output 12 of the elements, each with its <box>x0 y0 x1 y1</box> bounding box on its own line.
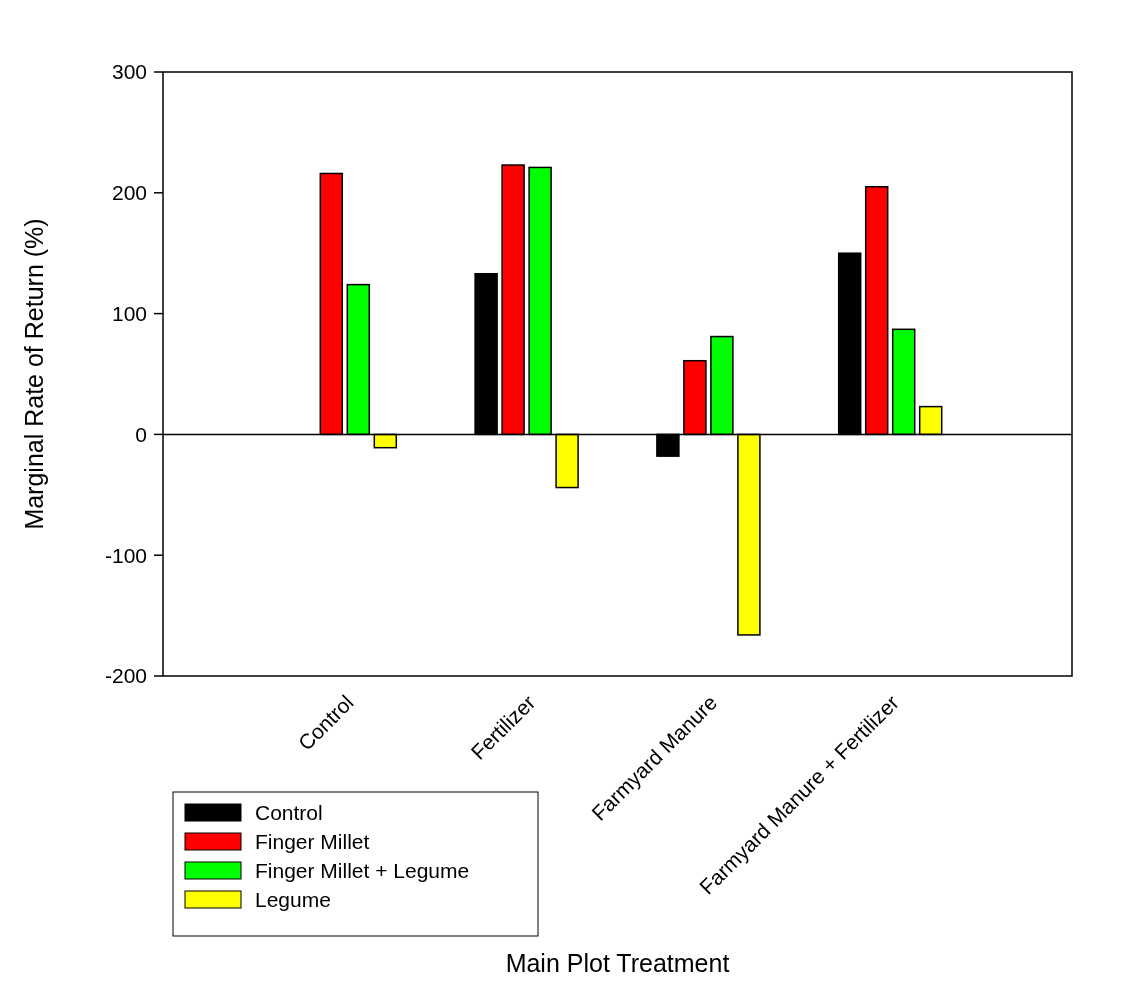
y-tick-label: 200 <box>111 181 147 205</box>
legend-label: Control <box>255 801 323 824</box>
y-tick-label: -200 <box>104 664 147 688</box>
y-tick-label: 100 <box>111 301 147 325</box>
x-axis-title: Main Plot Treatment <box>505 949 730 977</box>
y-tick-label: 300 <box>111 60 147 84</box>
legend-label: Finger Millet + Legume <box>255 859 470 882</box>
y-tick-label: -100 <box>104 543 147 567</box>
y-axis-title: Marginal Rate of Return (%) <box>20 218 48 530</box>
y-tick-label: 0 <box>135 422 147 446</box>
legend-label: Legume <box>255 888 331 911</box>
legend-label: Finger Millet <box>255 830 370 853</box>
